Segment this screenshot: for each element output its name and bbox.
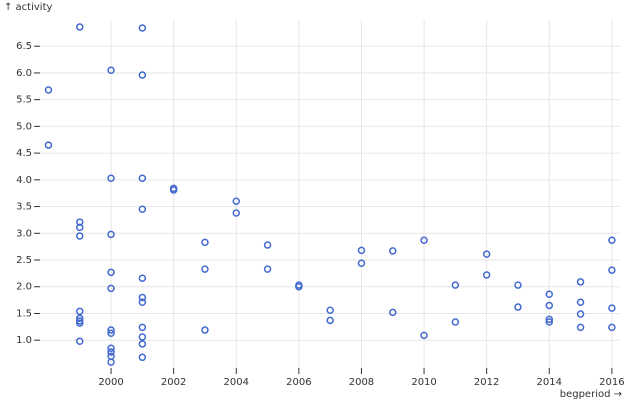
point (201, 326, 209, 334)
point (326, 306, 334, 315)
point (44, 86, 53, 94)
point (545, 318, 554, 326)
point (576, 323, 585, 332)
point (44, 141, 53, 149)
y-tick-label: 4.0 (16, 175, 32, 186)
y-tick-label: 2.0 (16, 282, 32, 293)
point (76, 232, 84, 240)
point (107, 66, 115, 74)
point (107, 268, 115, 277)
point (545, 315, 554, 324)
x-tick-label: 2016 (599, 377, 624, 388)
point (420, 236, 428, 244)
point (107, 344, 115, 352)
y-tick-label: 4.5 (16, 148, 32, 159)
point (107, 348, 115, 356)
point (295, 282, 303, 291)
point (107, 174, 115, 182)
point (608, 236, 616, 244)
point (389, 308, 397, 317)
y-tick-label: 2.5 (16, 255, 32, 266)
point (138, 293, 147, 302)
point (138, 323, 147, 332)
point (608, 323, 616, 332)
point (357, 246, 366, 255)
point (545, 301, 554, 310)
point (545, 290, 554, 298)
point (76, 319, 84, 327)
point (138, 353, 147, 362)
point (232, 197, 241, 205)
y-tick-label: 3.0 (16, 228, 32, 239)
point (201, 238, 209, 247)
point (514, 281, 522, 289)
x-axis-label: begperiod → (560, 389, 622, 400)
x-tick-label: 2006 (286, 377, 311, 388)
point (326, 316, 334, 325)
point (389, 247, 397, 255)
point (608, 304, 616, 312)
point (76, 23, 84, 31)
point (76, 314, 84, 323)
point (138, 298, 147, 306)
x-tick-label: 2004 (224, 377, 249, 388)
y-tick-label: 6.0 (16, 68, 32, 79)
point (608, 266, 616, 274)
point (138, 71, 147, 79)
y-axis-label: ↑ activity (4, 2, 53, 13)
point (107, 326, 115, 334)
x-tick-label: 2014 (537, 377, 562, 388)
x-tick-label: 2000 (98, 377, 123, 388)
point (482, 250, 491, 258)
y-tick-label: 1.5 (16, 308, 32, 319)
point (107, 329, 115, 338)
point (138, 24, 147, 32)
y-tick-label: 1.0 (16, 335, 32, 346)
x-tick-label: 2008 (349, 377, 374, 388)
point (76, 223, 84, 232)
point (576, 310, 585, 318)
x-tick-label: 2002 (161, 377, 186, 388)
y-tick-label: 5.5 (16, 95, 32, 106)
point (263, 241, 272, 249)
point (138, 340, 147, 348)
y-tick-label: 3.5 (16, 202, 32, 213)
point (263, 265, 272, 273)
point (514, 303, 522, 311)
point (138, 333, 147, 341)
x-tick-label: 2010 (411, 377, 436, 388)
point (576, 278, 585, 286)
point (107, 284, 115, 293)
point (138, 174, 147, 182)
point (232, 209, 241, 217)
point (420, 331, 428, 340)
point (451, 318, 460, 326)
point (169, 186, 178, 194)
point (107, 230, 115, 239)
point (357, 259, 366, 267)
point (482, 271, 491, 279)
point (138, 274, 147, 282)
point (138, 205, 147, 213)
y-tick-label: 5.0 (16, 121, 32, 132)
point (576, 298, 585, 306)
point (107, 358, 115, 366)
x-tick-label: 2012 (474, 377, 499, 388)
point (76, 337, 84, 346)
point (201, 265, 209, 273)
y-tick-label: 6.5 (16, 41, 32, 52)
point (451, 281, 460, 289)
point (76, 307, 84, 316)
